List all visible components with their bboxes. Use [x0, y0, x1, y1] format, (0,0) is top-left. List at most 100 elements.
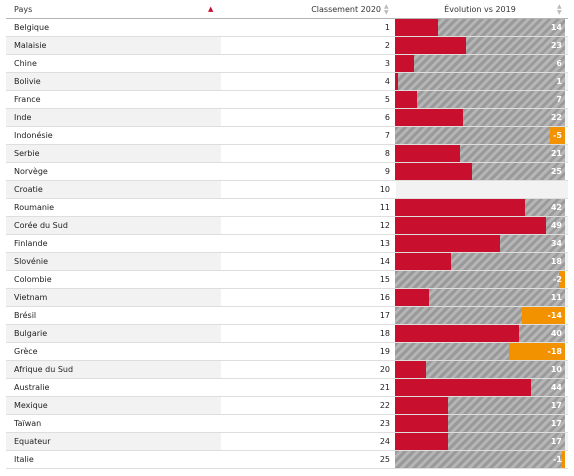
- evolution-label: -14: [547, 311, 562, 320]
- table-header: Pays ▲ Classement 2020 ▲ ▼ Évolution vs 2…: [6, 2, 568, 19]
- column-header-country[interactable]: Pays: [14, 5, 33, 14]
- evolution-cell: 34: [395, 235, 565, 252]
- evolution-label: 10: [550, 365, 562, 374]
- evolution-label: 17: [550, 437, 562, 446]
- table-row: France 5 7: [6, 91, 568, 109]
- sort-toggle-icon[interactable]: ▲ ▼: [384, 3, 389, 16]
- table-row: Inde 6 22: [6, 109, 568, 127]
- evolution-bar: [395, 91, 417, 108]
- table-row: Croatie 10: [6, 181, 568, 199]
- table-row: Taïwan 23 17: [6, 415, 568, 433]
- rank-cell: 16: [221, 289, 396, 306]
- evolution-cell: 42: [395, 199, 565, 216]
- evolution-label: 11: [550, 293, 562, 302]
- country-cell: France: [14, 95, 41, 104]
- evolution-label: -18: [547, 347, 562, 356]
- country-cell: Finlande: [14, 239, 48, 248]
- evolution-bar: [395, 145, 460, 162]
- table-row: Afrique du Sud 20 10: [6, 361, 568, 379]
- country-cell: Slovénie: [14, 257, 49, 266]
- rank-cell: 2: [221, 37, 396, 54]
- table-row: Finlande 13 34: [6, 235, 568, 253]
- evolution-label: 49: [550, 221, 562, 230]
- rank-cell: 17: [221, 307, 396, 324]
- rank-cell: 19: [221, 343, 396, 360]
- evolution-bar-track: [395, 451, 565, 468]
- evolution-bar-track: [395, 91, 565, 108]
- evolution-label: 14: [550, 23, 562, 32]
- evolution-bar: [395, 199, 525, 216]
- country-cell: Taïwan: [14, 419, 42, 428]
- evolution-cell: 10: [395, 361, 565, 378]
- sort-ascending-icon[interactable]: ▲: [208, 5, 214, 13]
- rank-cell: 10: [221, 181, 396, 198]
- country-cell: Colombie: [14, 275, 52, 284]
- country-cell: Roumanie: [14, 203, 55, 212]
- evolution-cell: 17: [395, 433, 565, 450]
- evolution-bar: [395, 163, 473, 180]
- evolution-bar: [561, 451, 565, 468]
- country-cell: Italie: [14, 455, 34, 464]
- evolution-cell: 6: [395, 55, 565, 72]
- country-cell: Bolivie: [14, 77, 41, 86]
- evolution-label: 18: [550, 257, 562, 266]
- rank-cell: 3: [221, 55, 396, 72]
- evolution-cell: 22: [395, 109, 565, 126]
- evolution-cell: 17: [395, 397, 565, 414]
- evolution-bar-track: [395, 127, 565, 144]
- evolution-label: -5: [553, 131, 562, 140]
- table-row: Bolivie 4 1: [6, 73, 568, 91]
- rank-cell: 11: [221, 199, 396, 216]
- evolution-label: 22: [550, 113, 562, 122]
- evolution-bar: [558, 271, 565, 288]
- evolution-label: 44: [550, 383, 562, 392]
- table-row: Australie 21 44: [6, 379, 568, 397]
- evolution-label: -2: [553, 275, 562, 284]
- rank-cell: 20: [221, 361, 396, 378]
- table-row: Vietnam 16 11: [6, 289, 568, 307]
- rank-cell: 18: [221, 325, 396, 342]
- sort-toggle-icon[interactable]: ▲ ▼: [557, 3, 562, 16]
- country-cell: Malaisie: [14, 41, 47, 50]
- evolution-bar: [521, 307, 565, 324]
- rank-cell: 15: [221, 271, 396, 288]
- table-row: Chine 3 6: [6, 55, 568, 73]
- rank-cell: 25: [221, 451, 396, 468]
- evolution-cell: 1: [395, 73, 565, 90]
- evolution-bar-track: [395, 73, 565, 90]
- evolution-cell: 18: [395, 253, 565, 270]
- evolution-cell: 7: [395, 91, 565, 108]
- evolution-bar: [395, 109, 463, 126]
- evolution-label: 7: [556, 95, 562, 104]
- table-row: Bulgarie 18 40: [6, 325, 568, 343]
- rank-cell: 1: [221, 19, 396, 36]
- table-row: Italie 25 -1: [6, 451, 568, 469]
- evolution-cell: -14: [395, 307, 565, 324]
- evolution-bar-track: [395, 289, 565, 306]
- country-cell: Australie: [14, 383, 50, 392]
- evolution-cell: -1: [395, 451, 565, 468]
- column-header-evolution[interactable]: Évolution vs 2019: [444, 5, 516, 14]
- country-cell: Serbie: [14, 149, 40, 158]
- column-header-rank[interactable]: Classement 2020: [311, 5, 381, 14]
- rank-cell: 13: [221, 235, 396, 252]
- country-cell: Bulgarie: [14, 329, 48, 338]
- evolution-label: 40: [550, 329, 562, 338]
- evolution-bar: [509, 343, 565, 360]
- rank-cell: 9: [221, 163, 396, 180]
- evolution-bar: [395, 289, 429, 306]
- evolution-bar: [395, 433, 448, 450]
- evolution-label: 34: [550, 239, 562, 248]
- table-row: Grèce 19 -18: [6, 343, 568, 361]
- evolution-bar: [395, 217, 547, 234]
- table-row: Corée du Sud 12 49: [6, 217, 568, 235]
- evolution-cell: 44: [395, 379, 565, 396]
- table-row: Roumanie 11 42: [6, 199, 568, 217]
- evolution-label: 1: [556, 77, 562, 86]
- country-cell: Grèce: [14, 347, 38, 356]
- country-cell: Belgique: [14, 23, 50, 32]
- rank-cell: 22: [221, 397, 396, 414]
- table-row: Equateur 24 17: [6, 433, 568, 451]
- country-cell: Equateur: [14, 437, 51, 446]
- country-cell: Croatie: [14, 185, 43, 194]
